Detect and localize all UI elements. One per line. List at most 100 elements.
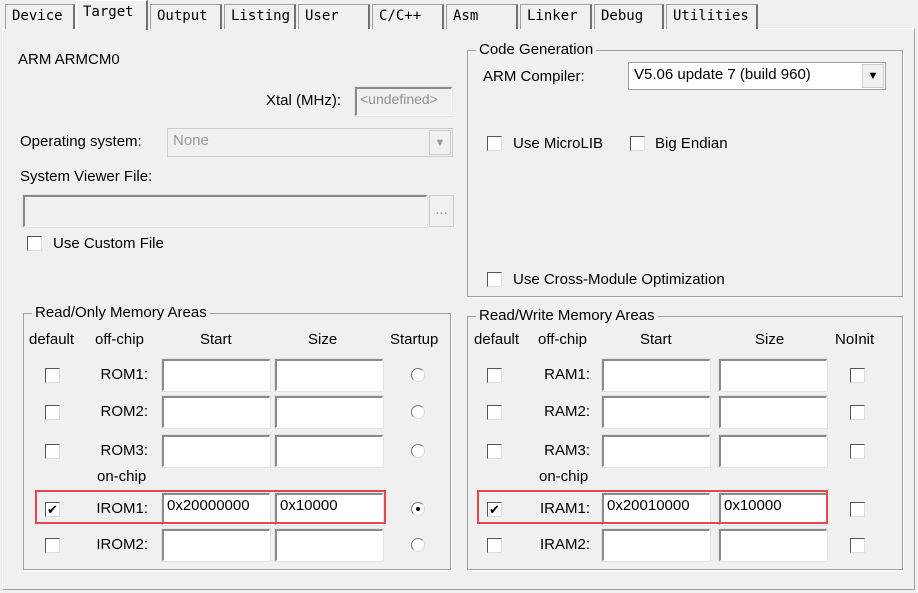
compiler-select[interactable]: V5.06 update 7 (build 960) ▼ bbox=[628, 62, 886, 90]
xtal-label: Xtal (MHz): bbox=[266, 92, 341, 109]
rom-size-input[interactable] bbox=[274, 358, 384, 392]
code-generation-group: Code Generation bbox=[467, 41, 903, 297]
tab-output[interactable]: Output bbox=[150, 4, 222, 29]
ram-default-checkbox[interactable] bbox=[487, 368, 502, 383]
rom-row-label: ROM2: bbox=[100, 403, 148, 420]
rom-row-label: IROM2: bbox=[96, 536, 148, 553]
rom-start-input[interactable]: 0x20000000 bbox=[161, 492, 271, 526]
rom-default-checkbox[interactable] bbox=[45, 368, 60, 383]
ram-row-label: IRAM2: bbox=[539, 536, 590, 553]
ram-default-checkbox[interactable] bbox=[487, 405, 502, 420]
compiler-label: ARM Compiler: bbox=[483, 68, 585, 85]
rom-highlight-box bbox=[35, 490, 386, 524]
microlib-label: Use MicroLIB bbox=[513, 135, 604, 152]
rom-start-input[interactable] bbox=[161, 434, 271, 468]
ram-size-input[interactable] bbox=[718, 358, 828, 392]
ram-noinit-checkbox[interactable] bbox=[850, 502, 865, 517]
ram-row-label: RAM3: bbox=[544, 442, 590, 459]
ram-highlight-box bbox=[477, 490, 828, 524]
tab-cc[interactable]: C/C++ bbox=[372, 4, 444, 29]
code-generation-title: Code Generation bbox=[476, 41, 597, 58]
rom-header-off-chip: off-chip bbox=[95, 331, 144, 348]
cross-module-checkbox[interactable] bbox=[487, 272, 502, 287]
rom-size-input[interactable] bbox=[274, 434, 384, 468]
rom-size-input[interactable] bbox=[274, 528, 384, 562]
svf-input[interactable] bbox=[22, 194, 428, 228]
svf-browse-button[interactable]: ... bbox=[429, 195, 454, 227]
ram-row-label: RAM2: bbox=[544, 403, 590, 420]
rom-startup-radio[interactable] bbox=[411, 405, 425, 419]
rom-default-checkbox[interactable]: ✔ bbox=[45, 502, 60, 517]
rom-start-input[interactable] bbox=[161, 395, 271, 429]
rom-row-label: IROM1: bbox=[96, 500, 148, 517]
ram-noinit-checkbox[interactable] bbox=[850, 405, 865, 420]
ram-noinit-checkbox[interactable] bbox=[850, 444, 865, 459]
tab-listing[interactable]: Listing bbox=[224, 4, 296, 29]
ram-start-input[interactable] bbox=[601, 434, 711, 468]
rom-size-input[interactable] bbox=[274, 395, 384, 429]
os-label: Operating system: bbox=[20, 133, 142, 150]
ram-size-input[interactable] bbox=[718, 434, 828, 468]
rom-start-input[interactable] bbox=[161, 358, 271, 392]
tab-linker[interactable]: Linker bbox=[520, 4, 592, 29]
ram-size-input[interactable]: 0x10000 bbox=[718, 492, 828, 526]
tab-device[interactable]: Device bbox=[5, 4, 75, 29]
rom-header-start: Start bbox=[200, 331, 232, 348]
compiler-value: V5.06 update 7 (build 960) bbox=[634, 66, 811, 83]
tab-target[interactable]: Target bbox=[76, 0, 148, 30]
rom-size-input[interactable]: 0x10000 bbox=[274, 492, 384, 526]
ram-noinit-checkbox[interactable] bbox=[850, 368, 865, 383]
rom-header-default: default bbox=[29, 331, 75, 348]
ram-noinit-checkbox[interactable] bbox=[850, 538, 865, 553]
ram-header-noinit: NoInit bbox=[835, 331, 875, 348]
tab-utilities[interactable]: Utilities bbox=[666, 4, 758, 29]
rom-startup-radio[interactable] bbox=[411, 538, 425, 552]
ram-row-label: IRAM1: bbox=[539, 500, 590, 517]
tab-asm[interactable]: Asm bbox=[446, 4, 518, 29]
svf-label: System Viewer File: bbox=[20, 168, 153, 185]
rom-header-size: Size bbox=[308, 331, 338, 348]
ram-header-size: Size bbox=[755, 331, 785, 348]
rom-title: Read/Only Memory Areas bbox=[32, 304, 210, 321]
rom-row-label: ROM3: bbox=[100, 442, 148, 459]
rom-default-checkbox[interactable] bbox=[45, 405, 60, 420]
rom-start-input[interactable] bbox=[161, 528, 271, 562]
ram-size-input[interactable] bbox=[718, 395, 828, 429]
use-custom-file-label: Use Custom File bbox=[53, 235, 164, 252]
rom-startup-radio[interactable] bbox=[411, 444, 425, 458]
rom-startup-radio[interactable] bbox=[411, 502, 425, 516]
ram-group: Read/Write Memory Areas bbox=[467, 307, 903, 570]
ram-start-input[interactable] bbox=[601, 528, 711, 562]
ram-title: Read/Write Memory Areas bbox=[476, 307, 658, 324]
big-endian-label: Big Endian bbox=[655, 135, 728, 152]
ram-default-checkbox[interactable] bbox=[487, 538, 502, 553]
chevron-down-icon: ▼ bbox=[862, 64, 884, 88]
ram-start-input[interactable]: 0x20010000 bbox=[601, 492, 711, 526]
os-select[interactable]: None ▼ bbox=[167, 128, 453, 157]
cross-module-label: Use Cross-Module Optimization bbox=[513, 271, 725, 288]
rom-default-checkbox[interactable] bbox=[45, 444, 60, 459]
rom-onchip-label: on-chip bbox=[97, 468, 147, 485]
os-value: None bbox=[173, 132, 209, 149]
ram-default-checkbox[interactable] bbox=[487, 444, 502, 459]
tab-debug[interactable]: Debug bbox=[594, 4, 664, 29]
microlib-checkbox[interactable] bbox=[487, 136, 502, 151]
ram-row-label: RAM1: bbox=[544, 366, 590, 383]
big-endian-checkbox[interactable] bbox=[630, 136, 645, 151]
xtal-input[interactable]: <undefined> bbox=[354, 86, 453, 117]
use-custom-file-checkbox[interactable] bbox=[27, 236, 42, 251]
ram-header-off-chip: off-chip bbox=[538, 331, 587, 348]
ram-start-input[interactable] bbox=[601, 395, 711, 429]
ram-header-default: default bbox=[474, 331, 520, 348]
chevron-down-icon: ▼ bbox=[429, 130, 451, 155]
ram-onchip-label: on-chip bbox=[539, 468, 589, 485]
rom-startup-radio[interactable] bbox=[411, 368, 425, 382]
ram-header-start: Start bbox=[640, 331, 672, 348]
device-name: ARM ARMCM0 bbox=[18, 51, 120, 68]
ram-start-input[interactable] bbox=[601, 358, 711, 392]
ram-size-input[interactable] bbox=[718, 528, 828, 562]
rom-default-checkbox[interactable] bbox=[45, 538, 60, 553]
ram-default-checkbox[interactable]: ✔ bbox=[487, 502, 502, 517]
tab-user[interactable]: User bbox=[298, 4, 370, 29]
rom-row-label: ROM1: bbox=[100, 366, 148, 383]
